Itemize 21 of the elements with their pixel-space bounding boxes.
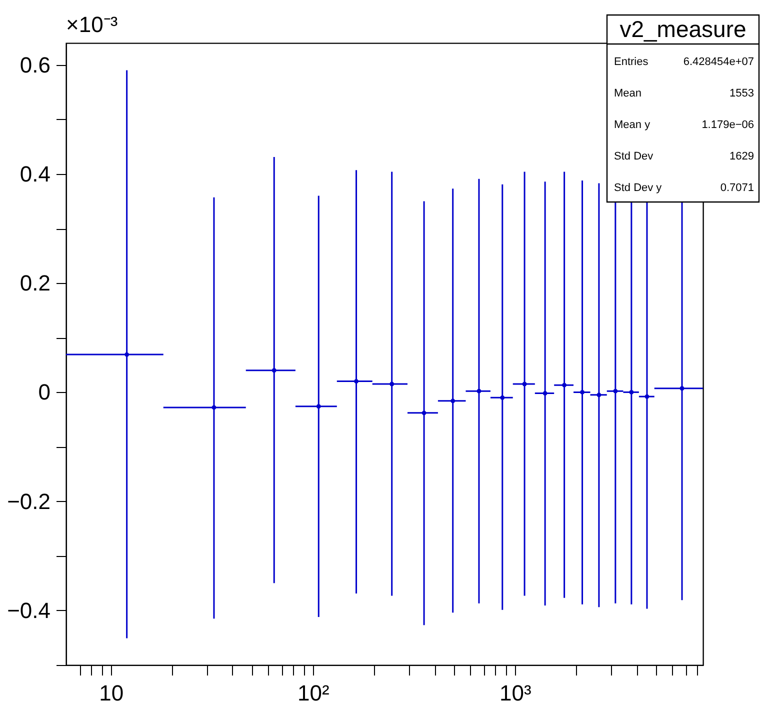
- annotation: Mean: [614, 88, 642, 100]
- x-tick-label: 10²: [297, 680, 330, 704]
- text: 0.7071: [720, 182, 754, 194]
- x-tick-label: 10: [99, 680, 124, 704]
- text: v2_measure: [620, 16, 746, 42]
- annotation: Std Dev: [614, 150, 654, 162]
- text: 1553: [730, 88, 754, 100]
- y-tick-label: 0.6: [20, 52, 50, 78]
- annotation: 6.428454e+07: [683, 56, 754, 68]
- y-axis-title: ×10⁻³: [66, 12, 118, 37]
- x-tick-label: 10³: [500, 680, 532, 704]
- y-tick-label: 0: [38, 380, 50, 405]
- annotation: Mean y: [614, 119, 651, 131]
- annotation: 1.179e−06: [702, 119, 754, 131]
- y-tick-label: 0.4: [20, 161, 50, 186]
- annotation: Std Dev y: [614, 182, 662, 194]
- y-tick-label: −0.4: [7, 598, 50, 623]
- text: 1629: [730, 150, 754, 162]
- annotation: Entries: [614, 56, 649, 68]
- y-tick-label: −0.2: [7, 488, 50, 514]
- y-tick-label: 0.2: [20, 270, 50, 296]
